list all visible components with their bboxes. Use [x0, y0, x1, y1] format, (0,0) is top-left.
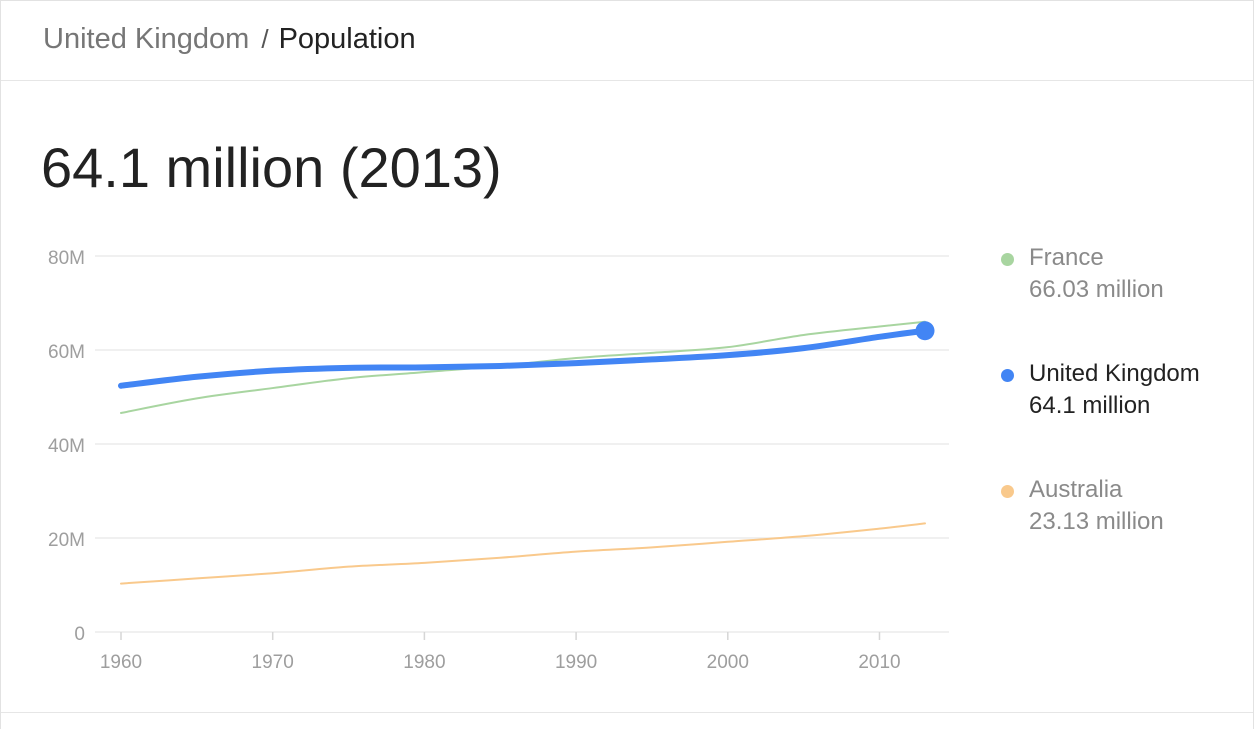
x-tick-label: 1960	[100, 652, 142, 673]
y-tick-label: 40M	[48, 436, 85, 457]
united-kingdom-highlight-point	[915, 321, 935, 341]
legend-value: 66.03 million	[1029, 276, 1164, 303]
x-tick-label: 1980	[403, 652, 445, 673]
y-tick-label: 80M	[48, 248, 85, 269]
header: United Kingdom / Population	[1, 1, 1253, 81]
x-tick-label: 1990	[555, 652, 597, 673]
y-tick-label: 0	[74, 624, 85, 645]
legend-name: Australia	[1029, 476, 1123, 503]
x-tick-label: 2000	[707, 652, 749, 673]
card-divider	[1, 712, 1253, 713]
legend-name: United Kingdom	[1029, 360, 1200, 387]
population-chart[interactable]: 0 20M 40M 60M 80M 1960 1970 1980 1990 2000 2010	[1, 231, 981, 691]
breadcrumb: United Kingdom / Population	[43, 21, 416, 57]
legend-dot-united-kingdom	[1001, 369, 1014, 382]
australia-series-line	[120, 522, 926, 585]
population-headline: 64.1 million (2013)	[41, 136, 502, 199]
y-tick-label: 20M	[48, 530, 85, 551]
y-tick-label: 60M	[48, 342, 85, 363]
legend-value: 64.1 million	[1029, 392, 1151, 419]
united-kingdom-series-line	[118, 327, 928, 389]
breadcrumb-parent-link[interactable]: United Kingdom	[43, 23, 250, 55]
legend-name: France	[1029, 244, 1104, 271]
legend-value: 23.13 million	[1029, 508, 1164, 535]
x-tick-label: 2010	[858, 652, 900, 673]
legend-dot-australia	[1001, 485, 1014, 498]
legend-dot-france	[1001, 253, 1014, 266]
breadcrumb-separator: /	[261, 24, 269, 54]
x-tick-label: 1970	[252, 652, 294, 673]
breadcrumb-current: Population	[278, 23, 416, 55]
